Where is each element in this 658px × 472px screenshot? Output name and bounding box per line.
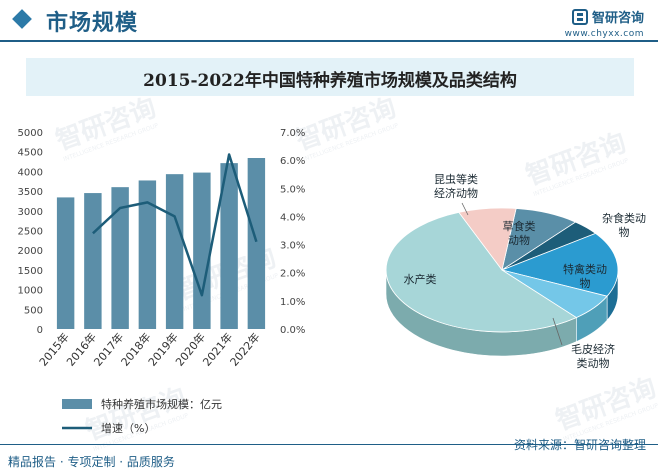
y-left-tick-label: 0 — [37, 325, 43, 336]
y-right-tick-label: 3.0% — [280, 241, 305, 252]
section-title: 市场规模 — [46, 11, 139, 36]
y-right-tick-label: 4.0% — [280, 212, 305, 223]
brand-name: 智研咨询 — [591, 11, 644, 26]
brand-block[interactable]: 智研咨询 www.chyxx.com — [565, 6, 644, 39]
y-right-tick-label: 1.0% — [280, 297, 305, 308]
y-left-tick-label: 4000 — [18, 167, 43, 178]
legend-line-label: 增速（%） — [101, 421, 155, 435]
pie-slice-label: 特禽类动物 — [563, 262, 607, 290]
footer-divider — [0, 444, 658, 445]
y-left-tick-label: 3500 — [18, 187, 43, 198]
pie-slice — [458, 207, 517, 271]
bar — [84, 193, 102, 329]
y-left-tick-label: 500 — [24, 305, 43, 316]
pie-leader-line — [552, 317, 563, 346]
y-right-tick-label: 2.0% — [280, 269, 305, 280]
pie-slice-label: 毛皮经济类动物 — [571, 342, 615, 370]
bar — [56, 197, 75, 329]
bar — [220, 163, 238, 329]
pie-leader-line — [461, 202, 469, 216]
bar — [111, 187, 129, 329]
y-left-tick-label: 2500 — [18, 227, 43, 238]
y-right-tick-label: 5.0% — [280, 184, 305, 195]
bar — [193, 172, 211, 329]
header-divider — [0, 40, 658, 42]
legend-bar-label: 特种养殖市场规模：亿元 — [101, 397, 222, 411]
y-right-tick-label: 0.0% — [280, 325, 305, 336]
y-right-tick-label: 7.0% — [280, 128, 305, 139]
y-left-tick-label: 4500 — [18, 148, 43, 159]
pie-slice-label: 昆虫等类经济动物 — [434, 172, 478, 200]
pie-slice-label: 水产类 — [404, 272, 437, 286]
x-tick-label: 2022年 — [227, 330, 263, 369]
brand-url[interactable]: www.chyxx.com — [564, 29, 644, 39]
y-left-tick-label: 5000 — [18, 128, 43, 139]
source-note: 资料来源：智研咨询整理 — [513, 438, 646, 452]
bar — [138, 180, 157, 329]
y-left-tick-label: 1500 — [18, 266, 43, 277]
y-left-tick-label: 2000 — [18, 246, 43, 257]
y-left-tick-label: 3000 — [18, 207, 43, 218]
bar — [247, 158, 266, 329]
y-left-tick-label: 1000 — [18, 286, 43, 297]
pie-slice-label: 杂食类动物 — [602, 211, 646, 239]
page-footer: 精品报告 · 专项定制 · 品质服务 资料来源：智研咨询整理 — [0, 438, 658, 472]
chart-title-band: 2015-2022年中国特种养殖市场规模及品类结构 — [26, 58, 634, 96]
y-right-tick-label: 6.0% — [280, 156, 305, 167]
footer-tagline: 精品报告 · 专项定制 · 品质服务 — [8, 455, 175, 469]
brand-logo-icon — [571, 8, 588, 25]
pie-slice-label: 草食类动物 — [503, 219, 536, 247]
page-header: 市场规模 智研咨询 www.chyxx.com — [0, 0, 658, 46]
pie-slice — [500, 232, 619, 297]
chart-title: 2015-2022年中国特种养殖市场规模及品类结构 — [143, 71, 517, 91]
bar — [165, 174, 184, 329]
growth-line — [92, 153, 258, 297]
legend-bar-swatch — [62, 399, 92, 409]
pie-slice — [385, 211, 578, 333]
